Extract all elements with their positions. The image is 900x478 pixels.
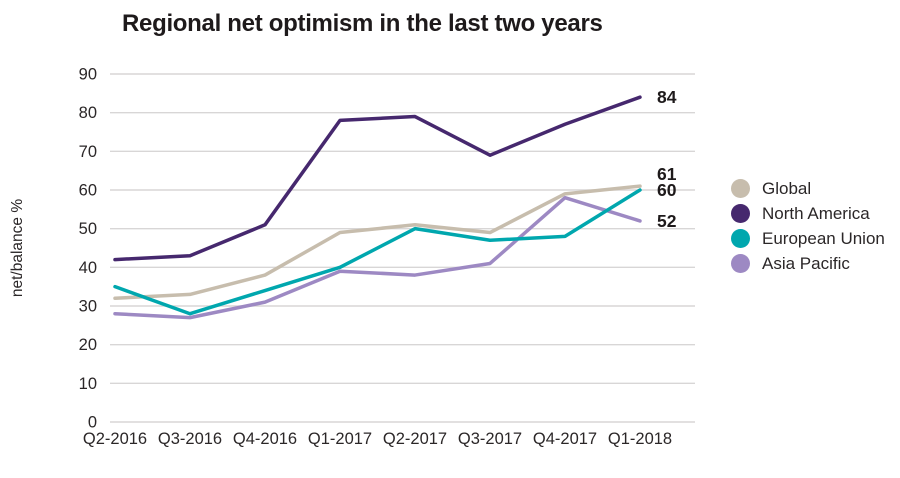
series-end-value-label: 60 [657, 180, 677, 200]
x-tick-label: Q1-2018 [608, 430, 672, 448]
y-tick-label: 70 [79, 143, 97, 161]
x-tick-label: Q3-2017 [458, 430, 522, 448]
x-tick-label: Q2-2016 [83, 430, 147, 448]
series-end-value-label: 52 [657, 211, 677, 231]
y-tick-label: 20 [79, 336, 97, 354]
x-tick-label: Q4-2017 [533, 430, 597, 448]
legend-label: North America [762, 203, 870, 223]
legend-label: Global [762, 178, 812, 198]
legend-swatch-north-america-icon [731, 204, 750, 223]
series-end-value-label: 84 [657, 87, 677, 107]
legend-item-north-america: North America [731, 201, 885, 226]
legend-swatch-european-union-icon [731, 229, 750, 248]
y-tick-label: 10 [79, 375, 97, 393]
y-tick-label: 90 [79, 65, 97, 83]
y-tick-label: 50 [79, 220, 97, 238]
y-tick-label: 80 [79, 104, 97, 122]
chart-legend: Global North America European Union Asia… [731, 176, 885, 276]
legend-label: European Union [762, 228, 885, 248]
y-tick-label: 60 [79, 181, 97, 199]
x-tick-label: Q2-2017 [383, 430, 447, 448]
legend-item-global: Global [731, 176, 885, 201]
x-tick-label: Q1-2017 [308, 430, 372, 448]
chart-title: Regional net optimism in the last two ye… [122, 10, 603, 37]
legend-swatch-global-icon [731, 179, 750, 198]
x-tick-label: Q4-2016 [233, 430, 297, 448]
series-end-value-label: 61 [657, 164, 677, 184]
y-tick-label: 30 [79, 297, 97, 315]
legend-swatch-asia-pacific-icon [731, 254, 750, 273]
series-line-european-union [113, 188, 642, 316]
y-tick-label: 40 [79, 259, 97, 277]
legend-item-asia-pacific: Asia Pacific [731, 251, 885, 276]
series-line-asia-pacific [113, 195, 642, 320]
legend-label: Asia Pacific [762, 253, 850, 273]
series-line-global [113, 184, 642, 301]
y-tick-label: 0 [88, 414, 97, 432]
x-tick-label: Q3-2016 [158, 430, 222, 448]
legend-item-european-union: European Union [731, 226, 885, 251]
series-line-north-america [113, 95, 642, 262]
